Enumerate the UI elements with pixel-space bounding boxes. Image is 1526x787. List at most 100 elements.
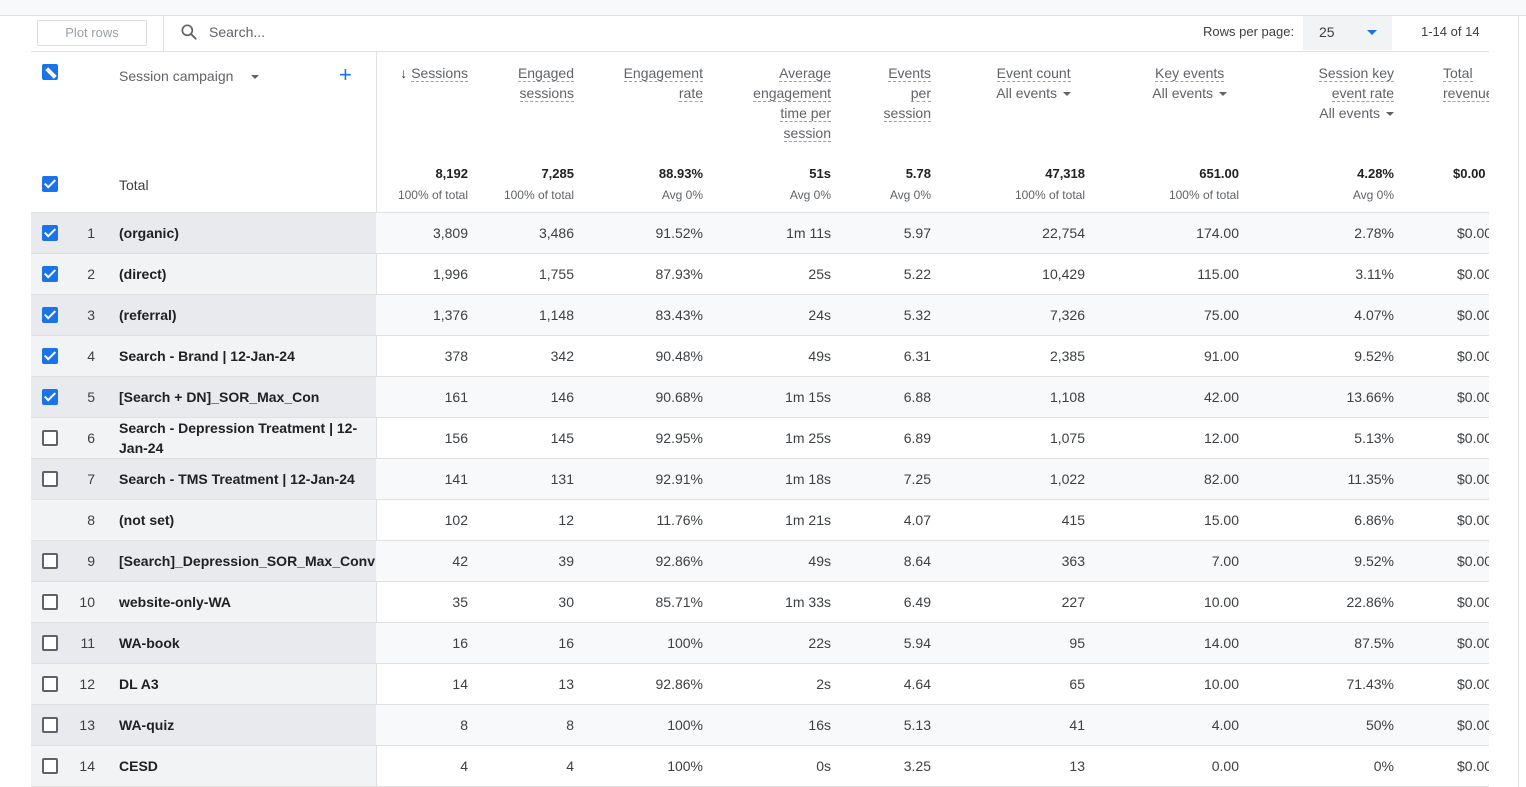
- key-events-filter[interactable]: All events: [1152, 83, 1227, 103]
- table-row[interactable]: 11 WA-book 16 16 100% 22s 5.94 95 14.00 87.5% $0.0…: [31, 623, 1489, 664]
- dimension-cell: [31, 664, 376, 704]
- table-row[interactable]: 12 DL A3 14 13 92.86% 2s 4.64 65 10.00 71.43% $0.0…: [31, 664, 1489, 705]
- row-checkbox[interactable]: [42, 553, 58, 569]
- table-row[interactable]: 5 [Search + DN]_SOR_Max_Con 161 146 90.68% 1m…: [31, 377, 1489, 418]
- total-pct: 100% of total: [397, 188, 468, 202]
- metric-cell: 174.00: [1196, 225, 1239, 241]
- row-checkbox[interactable]: [42, 758, 58, 774]
- col-label-line: revenue: [1443, 85, 1489, 102]
- chevron-down-icon: [1219, 92, 1227, 97]
- plot-rows-button[interactable]: Plot rows: [37, 20, 147, 46]
- metric-cell: 14: [452, 676, 468, 692]
- chevron-down-icon: [1367, 30, 1377, 35]
- metric-cell: 227: [1061, 594, 1085, 610]
- col-key-events[interactable]: Key events All events: [1152, 63, 1227, 103]
- metric-cell: $0.00: [1457, 348, 1489, 364]
- metric-cell: $0.00: [1457, 553, 1489, 569]
- metric-cell: 115.00: [1197, 266, 1239, 282]
- col-total-revenue[interactable]: Total revenue: [1443, 63, 1489, 103]
- rows-per-page-select[interactable]: 25: [1303, 16, 1392, 50]
- metric-cell: 85.71%: [655, 594, 703, 610]
- metric-cell: 92.95%: [655, 430, 703, 446]
- totals-label: Total: [119, 177, 149, 193]
- metric-cell: 6.31: [903, 348, 931, 364]
- metric-cell: 3.25: [903, 758, 931, 774]
- dimension-header[interactable]: Session campaign: [119, 68, 234, 84]
- row-checkbox[interactable]: [42, 717, 58, 733]
- select-all-checkbox[interactable]: [42, 64, 58, 80]
- col-sessions[interactable]: ↓ Sessions: [400, 63, 468, 83]
- dimension-cell: [31, 377, 376, 417]
- table-row[interactable]: 1 (organic) 3,809 3,486 91.52% 1m 11s 5.97 22,7…: [31, 213, 1489, 254]
- row-checkbox[interactable]: [42, 266, 58, 282]
- row-index: 13: [79, 717, 95, 733]
- row-checkbox[interactable]: [42, 676, 58, 692]
- metric-cell: $0.00: [1457, 389, 1489, 405]
- metric-cell: 75.00: [1203, 307, 1239, 323]
- table-row[interactable]: 10 website-only-WA 35 30 85.71% 1m 33s 6.49 227…: [31, 582, 1489, 623]
- table-row[interactable]: 13 WA-quiz 8 8 100% 16s 5.13 41 4.00 50% $0.00: [31, 705, 1489, 746]
- metric-cell: 6.88: [903, 389, 931, 405]
- row-checkbox[interactable]: [42, 430, 58, 446]
- row-checkbox[interactable]: [42, 594, 58, 610]
- metric-cell: 5.32: [903, 307, 931, 323]
- row-index: 11: [80, 635, 95, 651]
- right-divider: [1518, 15, 1519, 787]
- row-checkbox[interactable]: [42, 635, 58, 651]
- table-row[interactable]: 9 [Search]_Depression_SOR_Max_Conv 42 39 92.…: [31, 541, 1489, 582]
- rows-per-page-value: 25: [1319, 24, 1335, 40]
- total-value: 7,285: [541, 166, 574, 181]
- col-event-count[interactable]: Event count All events: [996, 63, 1071, 103]
- metric-cell: 87.93%: [655, 266, 703, 282]
- dimension-dropdown-caret-icon[interactable]: [251, 75, 259, 79]
- row-checkbox[interactable]: [42, 389, 58, 405]
- row-checkbox[interactable]: [42, 348, 58, 364]
- metric-cell: 71.43%: [1346, 676, 1394, 692]
- filter-label: All events: [1152, 85, 1213, 101]
- metric-cell: 92.86%: [655, 676, 703, 692]
- dimension-cell: [31, 295, 376, 335]
- table-row[interactable]: 7 Search - TMS Treatment | 12-Jan-24 141 13…: [31, 459, 1489, 500]
- table-row[interactable]: 8 (not set) 102 12 11.76% 1m 21s 4.07 415 15.00 6…: [31, 500, 1489, 541]
- col-engaged-sessions[interactable]: Engaged sessions: [517, 63, 574, 103]
- table-row[interactable]: 3 (referral) 1,376 1,148 83.43% 24s 5.32 7,326 7…: [31, 295, 1489, 336]
- metric-cell: 100%: [667, 635, 703, 651]
- metric-cell: 92.91%: [655, 471, 703, 487]
- campaign-name: DL A3: [119, 676, 159, 692]
- dimension-cell: [31, 623, 376, 663]
- metric-cell: 16s: [808, 717, 831, 733]
- search-icon[interactable]: [179, 22, 199, 42]
- dimension-cell: [31, 254, 376, 294]
- row-checkbox[interactable]: [42, 225, 58, 241]
- metric-cell: 87.5%: [1354, 635, 1394, 651]
- row-checkbox[interactable]: [42, 307, 58, 323]
- col-session-key-event-rate[interactable]: Session key event rate All events: [1318, 63, 1394, 123]
- metric-cell: 16: [452, 635, 468, 651]
- col-events-per-session[interactable]: Events per session: [883, 63, 931, 123]
- col-label-line: Event count: [996, 65, 1071, 82]
- campaign-name: CESD: [119, 758, 158, 774]
- session-key-event-rate-filter[interactable]: All events: [1319, 103, 1394, 123]
- add-dimension-plus-icon[interactable]: +: [339, 62, 352, 87]
- metric-cell: 16: [558, 635, 574, 651]
- total-value: 5.78: [905, 166, 931, 181]
- metric-cell: 90.68%: [655, 389, 703, 405]
- col-avg-engagement-time[interactable]: Average engagement time per session: [753, 63, 831, 143]
- table-row[interactable]: 4 Search - Brand | 12-Jan-24 378 342 90.48% 4…: [31, 336, 1489, 377]
- metric-cell: 49s: [808, 348, 831, 364]
- metric-cell: 3.11%: [1355, 266, 1394, 282]
- metric-cell: 378: [444, 348, 468, 364]
- col-engagement-rate[interactable]: Engagement rate: [623, 63, 703, 103]
- search-input[interactable]: [209, 21, 509, 43]
- row-checkbox[interactable]: [42, 471, 58, 487]
- metric-cell: 415: [1061, 512, 1085, 528]
- campaign-name: website-only-WA: [119, 594, 232, 610]
- campaign-name: Search - Depression Treatment | 12-Jan-2…: [119, 420, 358, 456]
- table-row[interactable]: 6 Search - Depression Treatment | 12-Jan-…: [31, 418, 1489, 459]
- totals-checkbox[interactable]: [42, 176, 58, 192]
- campaign-name: (referral): [119, 307, 177, 323]
- table-row[interactable]: 2 (direct) 1,996 1,755 87.93% 25s 5.22 10,429 11…: [31, 254, 1489, 295]
- row-index: 7: [87, 471, 95, 487]
- table-row[interactable]: 14 CESD 4 4 100% 0s 3.25 13 0.00 0% $0.00: [31, 746, 1489, 787]
- event-count-filter[interactable]: All events: [996, 83, 1071, 103]
